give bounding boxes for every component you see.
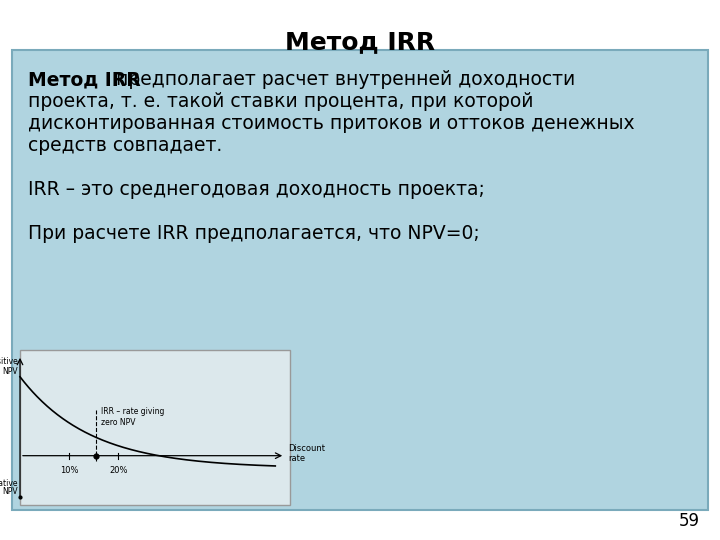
Text: средств совпадает.: средств совпадает. (28, 136, 222, 155)
Text: IRR – rate giving
zero NPV: IRR – rate giving zero NPV (101, 407, 164, 427)
Text: 20%: 20% (109, 465, 127, 475)
Text: Метод IRR: Метод IRR (285, 30, 435, 54)
Text: NPV: NPV (2, 367, 18, 375)
Text: Negative: Negative (0, 478, 18, 488)
Bar (20, 350, 290, 505)
Text: проекта, т. е. такой ставки процента, при которой: проекта, т. е. такой ставки процента, пр… (28, 92, 534, 111)
Text: предполагает расчет внутренней доходности: предполагает расчет внутренней доходност… (110, 70, 575, 89)
Text: дисконтированная стоимость притоков и оттоков денежных: дисконтированная стоимость притоков и от… (28, 114, 634, 133)
Text: NPV: NPV (2, 488, 18, 496)
Text: Positive: Positive (0, 357, 18, 367)
Text: Discount
rate: Discount rate (288, 444, 325, 463)
Text: 10%: 10% (60, 465, 78, 475)
Text: IRR – это среднегодовая доходность проекта;: IRR – это среднегодовая доходность проек… (28, 180, 485, 199)
Text: 59: 59 (679, 512, 700, 530)
Bar (12, 50, 708, 510)
Text: Метод IRR: Метод IRR (28, 70, 140, 89)
Text: При расчете IRR предполагается, что NPV=0;: При расчете IRR предполагается, что NPV=… (28, 224, 480, 243)
